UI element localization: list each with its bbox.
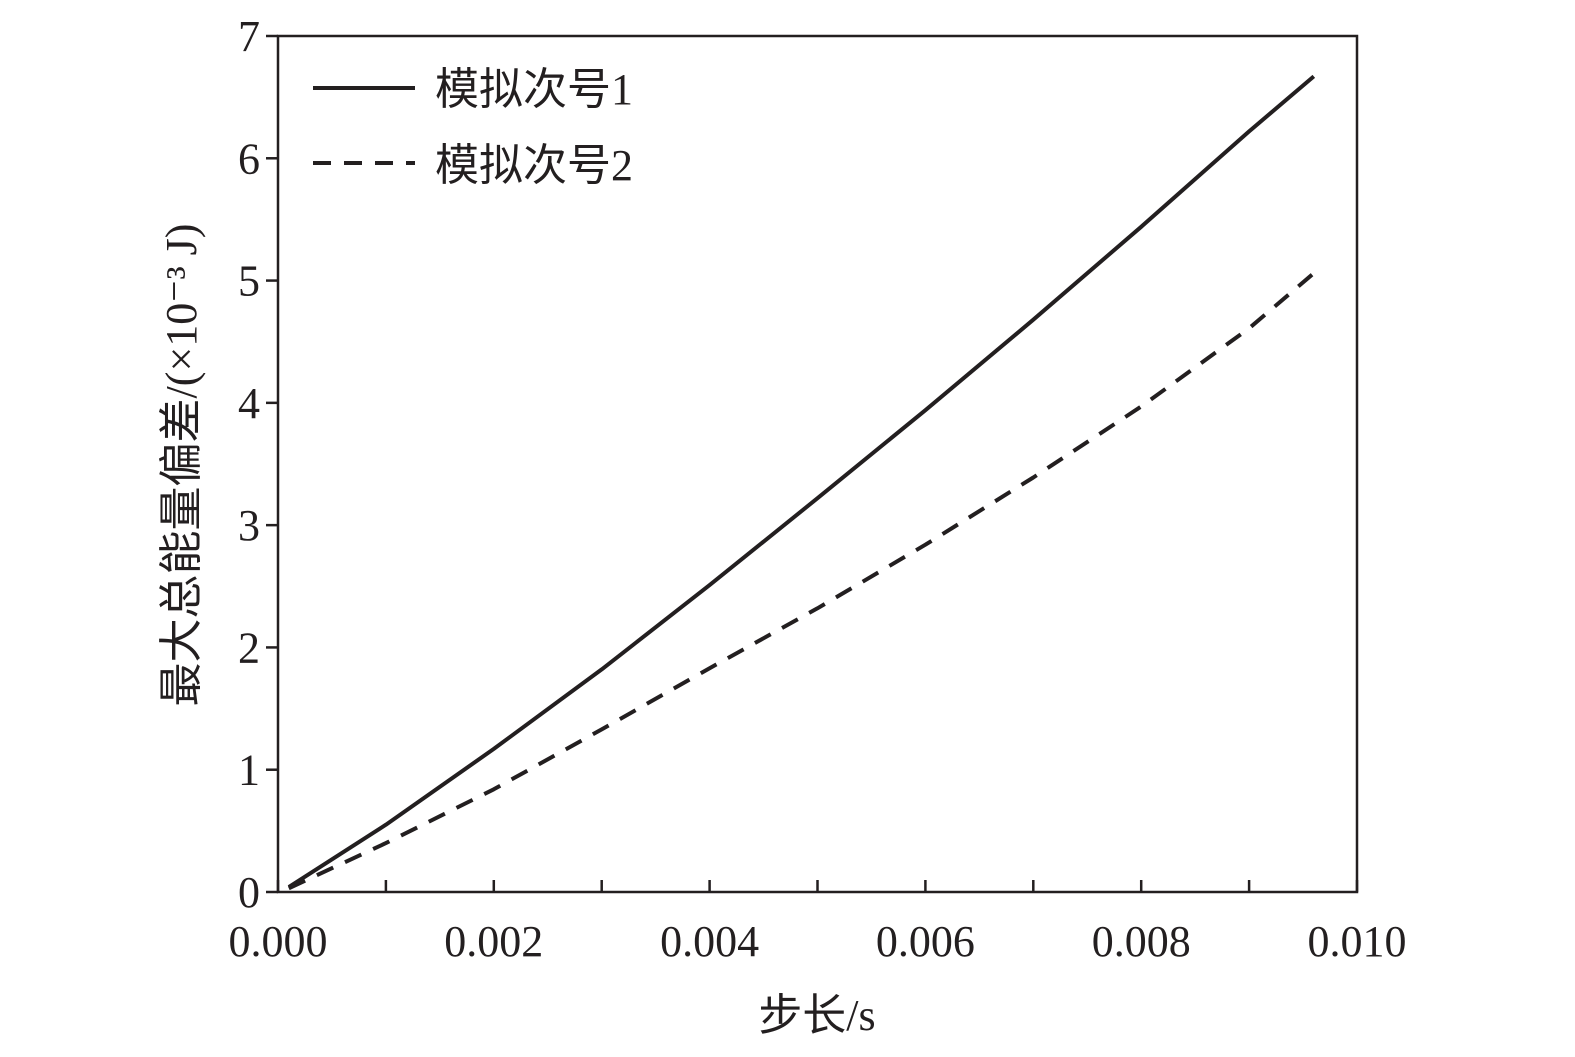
x-tick-label: 0.008 — [1092, 917, 1191, 966]
y-tick-label: 2 — [238, 623, 260, 672]
x-tick-label: 0.002 — [444, 917, 543, 966]
series-line-1 — [287, 74, 1316, 889]
y-tick-label: 7 — [238, 12, 260, 61]
series-layer — [287, 74, 1316, 891]
x-tick-label: 0.000 — [229, 917, 328, 966]
x-axis-title: 步长/s — [758, 991, 875, 1040]
x-tick-label: 0.006 — [876, 917, 975, 966]
y-tick-label: 6 — [238, 134, 260, 183]
y-tick-label: 3 — [238, 501, 260, 550]
x-tick-label: 0.010 — [1308, 917, 1407, 966]
legend: 模拟次号1 模拟次号2 — [313, 65, 633, 190]
y-tick-label: 1 — [238, 746, 260, 795]
x-tick-label: 0.004 — [660, 917, 759, 966]
legend-label-series-2: 模拟次号2 — [435, 141, 633, 190]
y-tick-label: 5 — [238, 257, 260, 306]
y-tick-label: 4 — [238, 379, 260, 428]
y-axis-title: 最大总能量偏差/(×10⁻³ J) — [157, 224, 206, 707]
y-axis-ticks: 0 1 2 3 4 5 6 7 — [238, 12, 278, 917]
x-axis-ticks: 0.000 0.002 0.004 0.006 0.008 0.010 — [229, 880, 1407, 966]
legend-label-series-1: 模拟次号1 — [435, 65, 633, 114]
y-tick-label: 0 — [238, 868, 260, 917]
series-line-2 — [287, 271, 1316, 891]
